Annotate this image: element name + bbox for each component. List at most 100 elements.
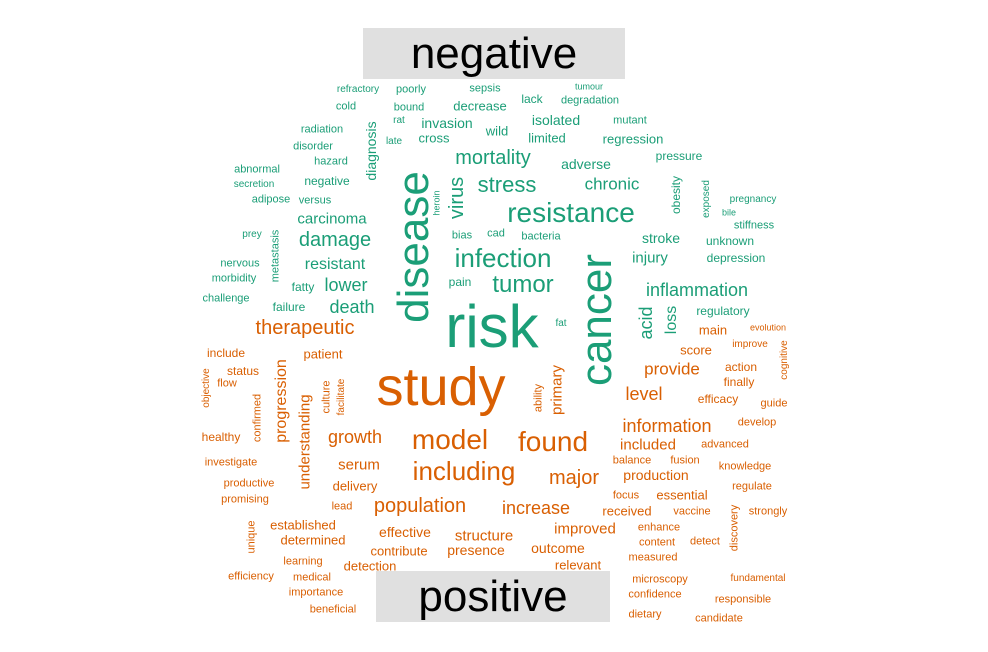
word-mutant: mutant (613, 114, 647, 127)
word-primary: primary (548, 364, 566, 416)
word-limited: limited (528, 130, 566, 146)
word-virus: virus (446, 176, 468, 220)
word-bound: bound (393, 101, 425, 114)
word-decrease: decrease (453, 98, 507, 114)
word-chronic: chronic (584, 174, 640, 194)
word-tumour: tumour (574, 81, 604, 92)
word-cancer: cancer (572, 253, 621, 387)
word-disorder: disorder (293, 140, 333, 153)
word-prey: prey (242, 229, 262, 240)
word-therapeutic: therapeutic (255, 317, 355, 339)
word-fundamental: fundamental (730, 573, 786, 584)
word-medical: medical (293, 571, 331, 584)
word-focus: focus (612, 489, 640, 502)
word-measured: measured (628, 551, 678, 564)
word-death: death (329, 297, 375, 317)
word-sepsis: sepsis (469, 82, 501, 95)
word-essential: essential (656, 487, 708, 503)
word-growth: growth (327, 427, 383, 447)
word-isolated: isolated (531, 112, 581, 128)
word-efficiency: efficiency (228, 570, 274, 583)
word-promising: promising (221, 493, 269, 506)
word-found: found (517, 426, 589, 457)
word-productive: productive (223, 477, 275, 490)
word-production: production (623, 467, 689, 483)
word-adipose: adipose (251, 193, 291, 206)
word-study: study (376, 357, 506, 417)
word-importance: importance (288, 586, 344, 599)
word-stress: stress (477, 172, 537, 197)
word-included: included (620, 436, 676, 454)
word-established: established (270, 517, 336, 533)
word-model: model (411, 424, 489, 455)
word-knowledge: knowledge (718, 460, 772, 473)
word-efficacy: efficacy (697, 392, 739, 406)
word-regulatory: regulatory (696, 304, 750, 318)
word-bias: bias (451, 229, 473, 242)
word-poorly: poorly (396, 83, 426, 96)
word-candidate: candidate (695, 612, 743, 625)
word-abnormal: abnormal (234, 163, 280, 176)
word-guide: guide (760, 397, 788, 410)
word-objective: objective (201, 368, 212, 408)
word-versus: versus (298, 194, 332, 207)
word-lower: lower (324, 275, 368, 295)
word-metastasis: metastasis (269, 229, 282, 283)
word-detection: detection (343, 558, 397, 574)
word-finally: finally (723, 375, 755, 389)
word-microscopy: microscopy (632, 573, 688, 586)
word-detect: detect (690, 535, 720, 548)
word-population: population (373, 495, 467, 517)
word-stiffness: stiffness (733, 219, 775, 232)
word-flow: flow (217, 377, 237, 390)
word-hazard: hazard (314, 155, 348, 168)
word-refractory: refractory (336, 84, 380, 95)
word-beneficial: beneficial (309, 603, 357, 616)
word-provide: provide (644, 359, 700, 379)
word-including: including (412, 456, 516, 486)
word-pregnancy: pregnancy (729, 194, 777, 205)
word-lack: lack (521, 92, 543, 106)
word-investigate: investigate (204, 456, 258, 469)
word-infection: infection (454, 243, 552, 273)
word-cold: cold (335, 100, 357, 113)
word-regulate: regulate (732, 480, 772, 493)
word-inflammation: inflammation (645, 280, 749, 300)
word-effective: effective (379, 524, 431, 540)
word-degradation: degradation (560, 94, 620, 107)
word-relevant: relevant (554, 557, 602, 573)
word-confirmed: confirmed (251, 393, 264, 443)
word-outcome: outcome (531, 540, 585, 556)
word-advanced: advanced (701, 438, 749, 451)
word-serum: serum (338, 456, 380, 474)
word-increase: increase (501, 498, 571, 518)
word-determined: determined (280, 532, 346, 548)
word-cad: cad (487, 227, 505, 240)
word-invasion: invasion (421, 115, 473, 131)
word-include: include (206, 346, 246, 360)
word-diagnosis: diagnosis (363, 121, 379, 181)
word-loss: loss (663, 305, 680, 335)
word-exposed: exposed (701, 180, 712, 218)
word-depression: depression (706, 251, 766, 265)
word-challenge: challenge (202, 292, 250, 305)
word-bacteria: bacteria (521, 230, 561, 243)
word-vaccine: vaccine (673, 505, 711, 518)
word-structure: structure (454, 527, 514, 545)
word-disease: disease (389, 171, 438, 323)
word-understanding: understanding (296, 394, 314, 490)
word-fat: fat (555, 318, 567, 329)
word-late: late (385, 136, 403, 147)
word-negative: negative (304, 174, 350, 188)
word-fusion: fusion (670, 454, 700, 467)
word-enhance: enhance (637, 521, 681, 534)
word-resistant: resistant (304, 256, 366, 273)
word-cognitive: cognitive (779, 340, 790, 380)
word-lead: lead (331, 500, 353, 513)
word-improve: improve (732, 339, 768, 350)
word-main: main (698, 322, 728, 338)
word-strongly: strongly (748, 505, 788, 518)
word-develop: develop (737, 416, 777, 429)
word-healthy: healthy (201, 430, 241, 444)
